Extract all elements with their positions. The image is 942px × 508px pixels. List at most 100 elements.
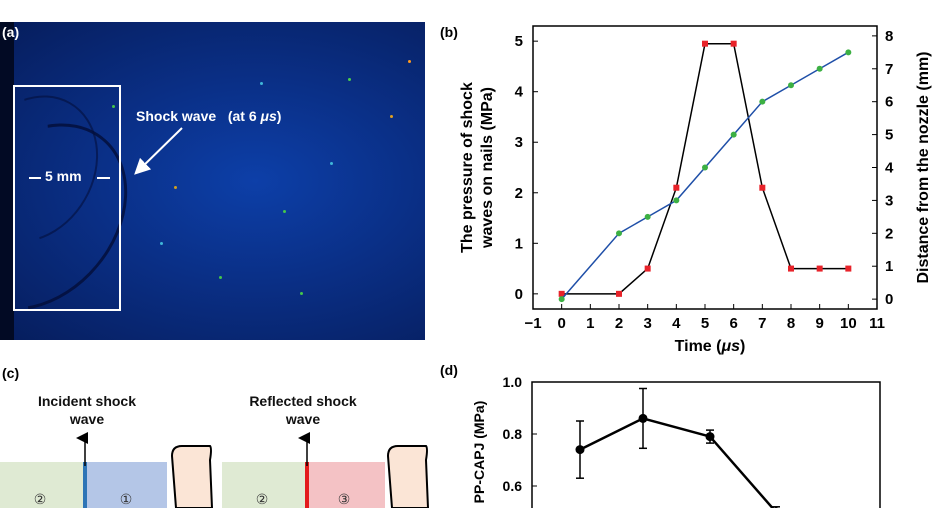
y-left-tick-label: 3 <box>515 134 523 151</box>
series-2-point <box>730 131 737 138</box>
incident-title-line1: Incident shock <box>37 393 137 409</box>
shock-schematic: ② ① ② ③ <box>0 432 430 508</box>
x-tick-label: 10 <box>840 315 857 332</box>
y-right-tick-label: 5 <box>885 127 893 144</box>
series-line <box>579 417 775 508</box>
spark <box>330 162 333 165</box>
series-1-point <box>616 290 622 297</box>
y-left-axis-label: The pressure of shock <box>459 82 476 253</box>
reflected-title-line2: wave <box>285 411 321 427</box>
x-tick-label: 9 <box>815 315 823 332</box>
y-tick-label: 0.6 <box>503 478 523 494</box>
x-tick-label: 3 <box>643 315 651 332</box>
series-1-point <box>558 290 565 297</box>
spark <box>219 276 222 279</box>
scale-bar-right <box>97 177 110 179</box>
series-2-point <box>788 82 794 89</box>
x-tick-label: 6 <box>729 315 737 332</box>
y-left-tick-label: 1 <box>515 235 523 252</box>
series-2-point <box>644 213 651 220</box>
series-1-point <box>730 40 737 47</box>
spark <box>174 186 177 189</box>
region-3 <box>309 462 385 508</box>
shock-wave-photograph: 5 mm Shock wave (at 6 μs) <box>0 22 425 340</box>
reflected-shock-front <box>305 462 309 508</box>
shock-region-box <box>13 85 121 311</box>
series-2-point <box>616 230 622 237</box>
data-point <box>638 413 648 423</box>
y-left-tick-label: 5 <box>515 33 523 50</box>
x-tick-label: 11 <box>869 315 885 332</box>
y-tick-label: 1.0 <box>503 374 523 390</box>
region-2-label: ② <box>34 492 47 508</box>
series-2-point <box>558 296 565 303</box>
x-tick-label: 0 <box>557 315 565 332</box>
panel-d-label: (d) <box>440 362 458 378</box>
region-1 <box>87 462 167 508</box>
spark <box>283 210 286 213</box>
series-2-point <box>759 98 766 105</box>
spark <box>112 105 115 108</box>
data-point <box>575 445 585 455</box>
series-2-line <box>561 51 849 300</box>
y-right-axis-label: Distance from the nozzle (mm) <box>915 51 932 283</box>
spark <box>260 82 263 85</box>
series-2-point <box>845 49 852 56</box>
region-1-label: ① <box>120 492 133 508</box>
scale-bar-left <box>29 177 41 179</box>
photo-left-edge <box>0 22 14 340</box>
y-left-axis-label: waves on nails (MPa) <box>479 87 496 249</box>
region-2-incident <box>0 462 85 508</box>
incident-shock-front <box>83 462 87 508</box>
incident-title-line2: wave <box>69 411 105 427</box>
series-1-point <box>788 265 794 272</box>
x-tick-label: 5 <box>701 315 709 332</box>
y-left-tick-label: 2 <box>515 185 523 202</box>
x-tick-label: 4 <box>672 315 681 332</box>
x-tick-label: 8 <box>787 315 795 332</box>
series-1-point <box>644 265 651 272</box>
nail-incident <box>170 445 214 508</box>
y-right-tick-label: 2 <box>885 225 893 242</box>
x-axis-label: Time (μs) <box>675 338 746 355</box>
region-3-label: ③ <box>338 492 351 508</box>
y-right-tick-label: 7 <box>885 61 893 78</box>
y-left-tick-label: 4 <box>515 84 524 101</box>
reflected-title-line1: Reflected shock <box>249 393 357 409</box>
series-2-point <box>673 197 680 204</box>
y-axis-label: PP-CAPJ (MPa) <box>471 401 487 504</box>
series-2-point <box>816 65 823 72</box>
y-left-tick-label: 0 <box>515 286 523 303</box>
region-2-reflected <box>222 462 307 508</box>
spark <box>408 60 411 63</box>
spark <box>390 115 393 118</box>
nail-reflected <box>386 445 430 508</box>
y-right-tick-label: 8 <box>885 28 893 45</box>
y-right-tick-label: 3 <box>885 192 893 209</box>
x-tick-label: 2 <box>615 315 623 332</box>
y-right-tick-label: 4 <box>885 160 894 177</box>
series-1-line <box>561 42 849 295</box>
series-1-point <box>759 184 766 191</box>
series-1-point <box>845 265 852 272</box>
spark <box>348 78 351 81</box>
plot-frame <box>531 381 881 508</box>
annotation-arrow <box>134 127 183 175</box>
series-1-point <box>673 184 680 191</box>
annotation-arrow-layer <box>134 127 183 175</box>
x-tick-label: −1 <box>524 315 541 332</box>
series-2-point <box>702 164 708 171</box>
region-2-label: ② <box>256 492 269 508</box>
y-right-tick-label: 1 <box>885 258 893 275</box>
panel-c-label: (c) <box>2 365 20 381</box>
y-right-tick-label: 6 <box>885 94 893 111</box>
pp-capj-chart: 0.6 0.8 1.0 PP-CAPJ (MPa) <box>471 374 881 508</box>
y-right-tick-label: 0 <box>885 291 893 308</box>
y-tick-label: 0.8 <box>503 426 523 442</box>
spark <box>160 242 163 245</box>
series-1-point <box>816 265 823 272</box>
panel-b-label: (b) <box>440 24 458 40</box>
series-1-point <box>702 40 708 47</box>
shock-wave-annotation: Shock wave (at 6 μs) <box>136 108 282 124</box>
